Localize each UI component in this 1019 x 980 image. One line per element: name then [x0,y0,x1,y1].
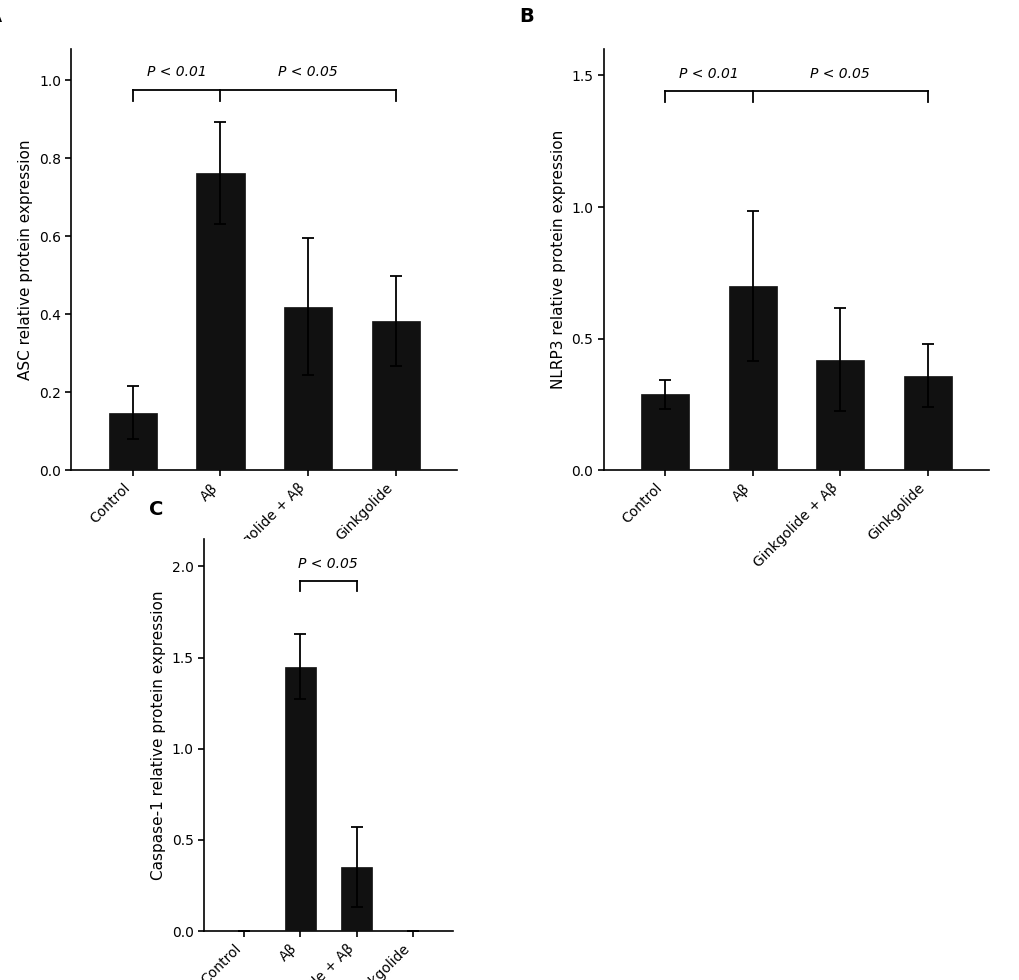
Y-axis label: NLRP3 relative protein expression: NLRP3 relative protein expression [550,130,566,389]
Text: C: C [149,500,163,518]
Text: P < 0.05: P < 0.05 [299,558,358,571]
Bar [109,413,157,470]
Bar [903,375,951,470]
Text: A: A [0,7,2,25]
Text: P < 0.05: P < 0.05 [278,66,337,79]
Bar [728,286,776,470]
Y-axis label: Caspase-1 relative protein expression: Caspase-1 relative protein expression [151,590,166,880]
Y-axis label: ASC relative protein expression: ASC relative protein expression [18,139,34,380]
Bar [640,394,689,470]
Text: P < 0.01: P < 0.01 [147,66,206,79]
Bar [284,666,315,931]
Text: P < 0.05: P < 0.05 [810,67,869,80]
Text: B: B [519,7,533,25]
Bar [371,321,420,470]
Text: P < 0.01: P < 0.01 [679,67,738,80]
Bar [283,307,332,470]
Bar [196,173,245,470]
Bar [815,360,864,470]
Bar [340,867,372,931]
